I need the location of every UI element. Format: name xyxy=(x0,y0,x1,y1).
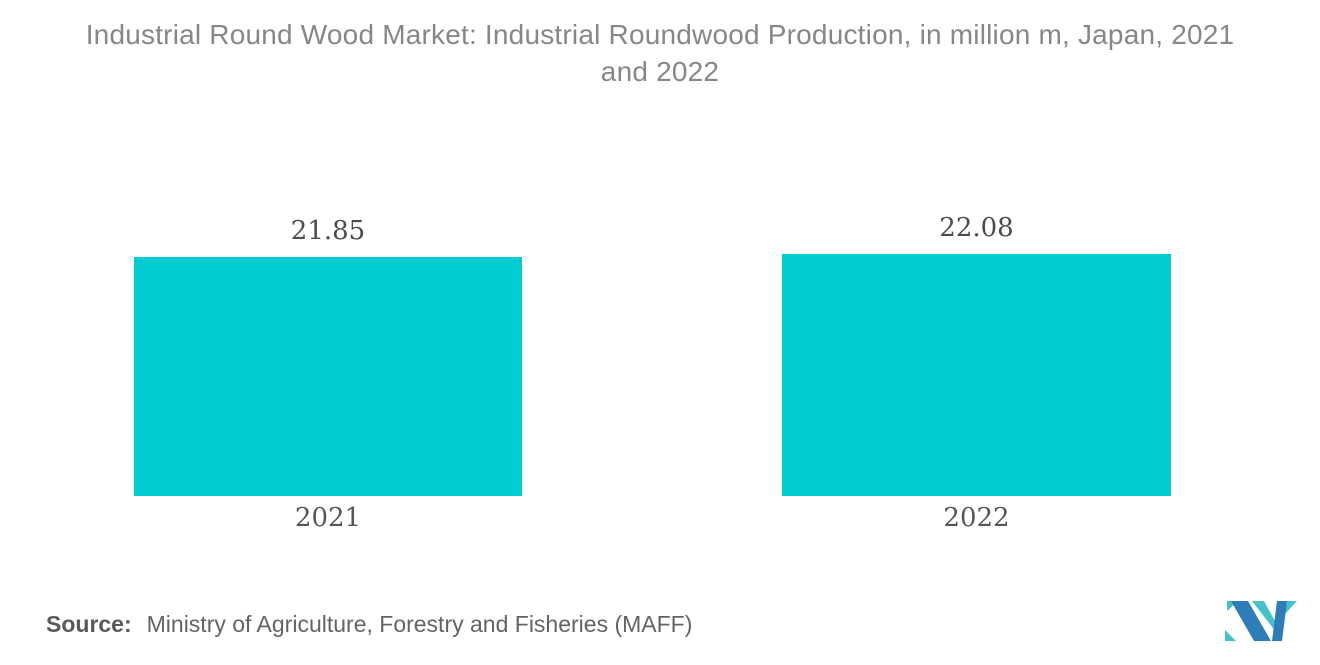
logo-shape-teal-topright xyxy=(1285,601,1297,614)
bar-value-label-2021: 21.85 xyxy=(290,216,366,246)
bar-2021 xyxy=(134,257,522,496)
bar-2022 xyxy=(782,254,1171,496)
logo-shape-teal-bottomleft xyxy=(1225,630,1236,641)
chart-title: Industrial Round Wood Market: Industrial… xyxy=(0,16,1320,90)
chart-title-line1: Industrial Round Wood Market: Industrial… xyxy=(85,19,1235,50)
x-axis-label-2022: 2022 xyxy=(943,503,1010,533)
logo-shape-teal-middle xyxy=(1252,601,1276,632)
bar-group-2022: 22.08 2022 xyxy=(782,196,1171,533)
chart-title-line2: and 2022 xyxy=(600,56,720,87)
logo-shape-blue-bar xyxy=(1272,601,1287,641)
logo-shape-blue-diagonal xyxy=(1231,601,1271,641)
x-axis-label-2021: 2021 xyxy=(294,503,362,533)
source-text: Ministry of Agriculture, Forestry and Fi… xyxy=(146,611,693,637)
bar-value-label-2022: 22.08 xyxy=(939,213,1014,243)
bar-group-2021: 21.85 2021 xyxy=(134,196,522,533)
source-label: Source: xyxy=(46,611,132,637)
mordor-intelligence-logo xyxy=(1225,601,1297,641)
source-row: Source: Ministry of Agriculture, Forestry… xyxy=(46,611,692,638)
